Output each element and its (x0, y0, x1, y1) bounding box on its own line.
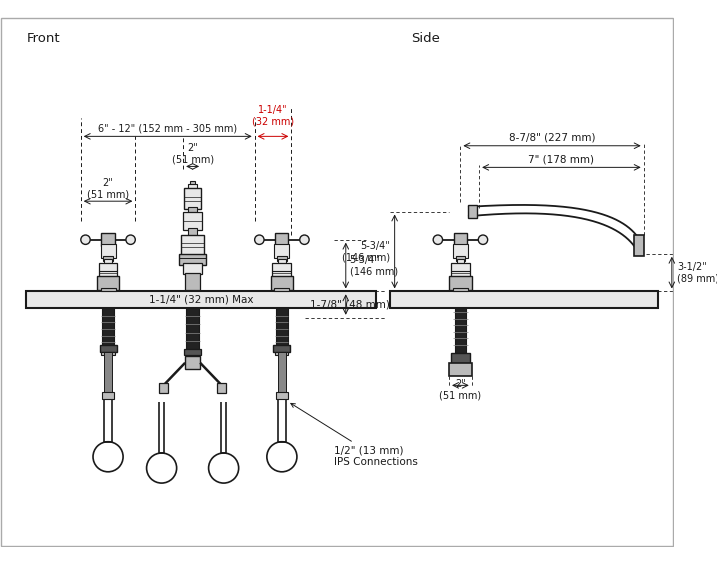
Bar (103, 392, 114, 399)
Bar (635, 235, 644, 255)
Bar (184, 263, 202, 275)
Bar (275, 351, 288, 355)
Text: Side: Side (412, 32, 440, 45)
Bar (468, 205, 478, 218)
Bar (102, 351, 115, 355)
Bar (390, 292, 657, 309)
Bar (158, 384, 168, 393)
Bar (184, 212, 202, 230)
Bar (451, 263, 470, 278)
Bar (27, 292, 376, 309)
Bar (217, 384, 227, 393)
Bar (275, 233, 288, 246)
Text: 1-1/4"
(32 mm): 1-1/4" (32 mm) (252, 105, 294, 127)
Bar (275, 288, 290, 292)
Bar (102, 233, 115, 246)
Bar (272, 263, 291, 278)
Bar (188, 184, 197, 190)
Text: 5-3/4"
(146 mm): 5-3/4" (146 mm) (342, 241, 390, 262)
Bar (276, 309, 288, 346)
Bar (278, 259, 285, 265)
Bar (457, 259, 464, 265)
Bar (455, 309, 466, 355)
Bar (188, 207, 197, 213)
Bar (451, 354, 470, 365)
Bar (270, 276, 293, 289)
Text: 2"
(51 mm): 2" (51 mm) (87, 178, 129, 199)
Bar (456, 255, 465, 261)
Bar (179, 254, 206, 265)
Text: 1-7/8" (48 mm): 1-7/8" (48 mm) (310, 299, 390, 310)
Bar (273, 345, 290, 352)
Bar (277, 255, 287, 261)
Bar (100, 288, 115, 292)
Text: 5-3/4"
(146 mm): 5-3/4" (146 mm) (350, 255, 398, 276)
Bar (185, 356, 200, 369)
Bar (449, 276, 472, 289)
Text: 6" - 12" (152 mm - 305 mm): 6" - 12" (152 mm - 305 mm) (98, 124, 237, 134)
Bar (181, 235, 204, 255)
Circle shape (255, 235, 264, 244)
Bar (453, 288, 468, 292)
Bar (103, 309, 114, 346)
Text: 7" (178 mm): 7" (178 mm) (528, 155, 594, 165)
Circle shape (300, 235, 309, 244)
Text: 8-7/8" (227 mm): 8-7/8" (227 mm) (509, 133, 595, 143)
Bar (188, 228, 197, 237)
Circle shape (81, 235, 90, 244)
Bar (184, 188, 201, 209)
Bar (100, 345, 117, 352)
Bar (186, 309, 199, 351)
Text: 3-1/2"
(89 mm): 3-1/2" (89 mm) (678, 262, 717, 283)
Bar (97, 276, 119, 289)
Bar (276, 392, 288, 399)
Text: Front: Front (27, 32, 60, 45)
Circle shape (126, 235, 136, 244)
Bar (278, 352, 285, 393)
Bar (275, 244, 290, 258)
Bar (184, 349, 201, 355)
Text: 1/2" (13 mm)
IPS Connections: 1/2" (13 mm) IPS Connections (291, 403, 417, 467)
Bar (185, 272, 200, 289)
Circle shape (433, 235, 442, 244)
Bar (104, 259, 112, 265)
Bar (104, 352, 112, 393)
Text: 2"
(51 mm): 2" (51 mm) (440, 379, 482, 400)
Bar (454, 233, 467, 246)
Bar (190, 180, 196, 186)
Bar (99, 263, 118, 278)
Bar (103, 255, 113, 261)
Circle shape (478, 235, 488, 244)
Bar (453, 244, 468, 258)
Text: 2"
(51 mm): 2" (51 mm) (171, 143, 214, 165)
Bar (449, 363, 472, 376)
Text: 1-1/4" (32 mm) Max: 1-1/4" (32 mm) Max (149, 295, 253, 305)
Bar (100, 244, 115, 258)
